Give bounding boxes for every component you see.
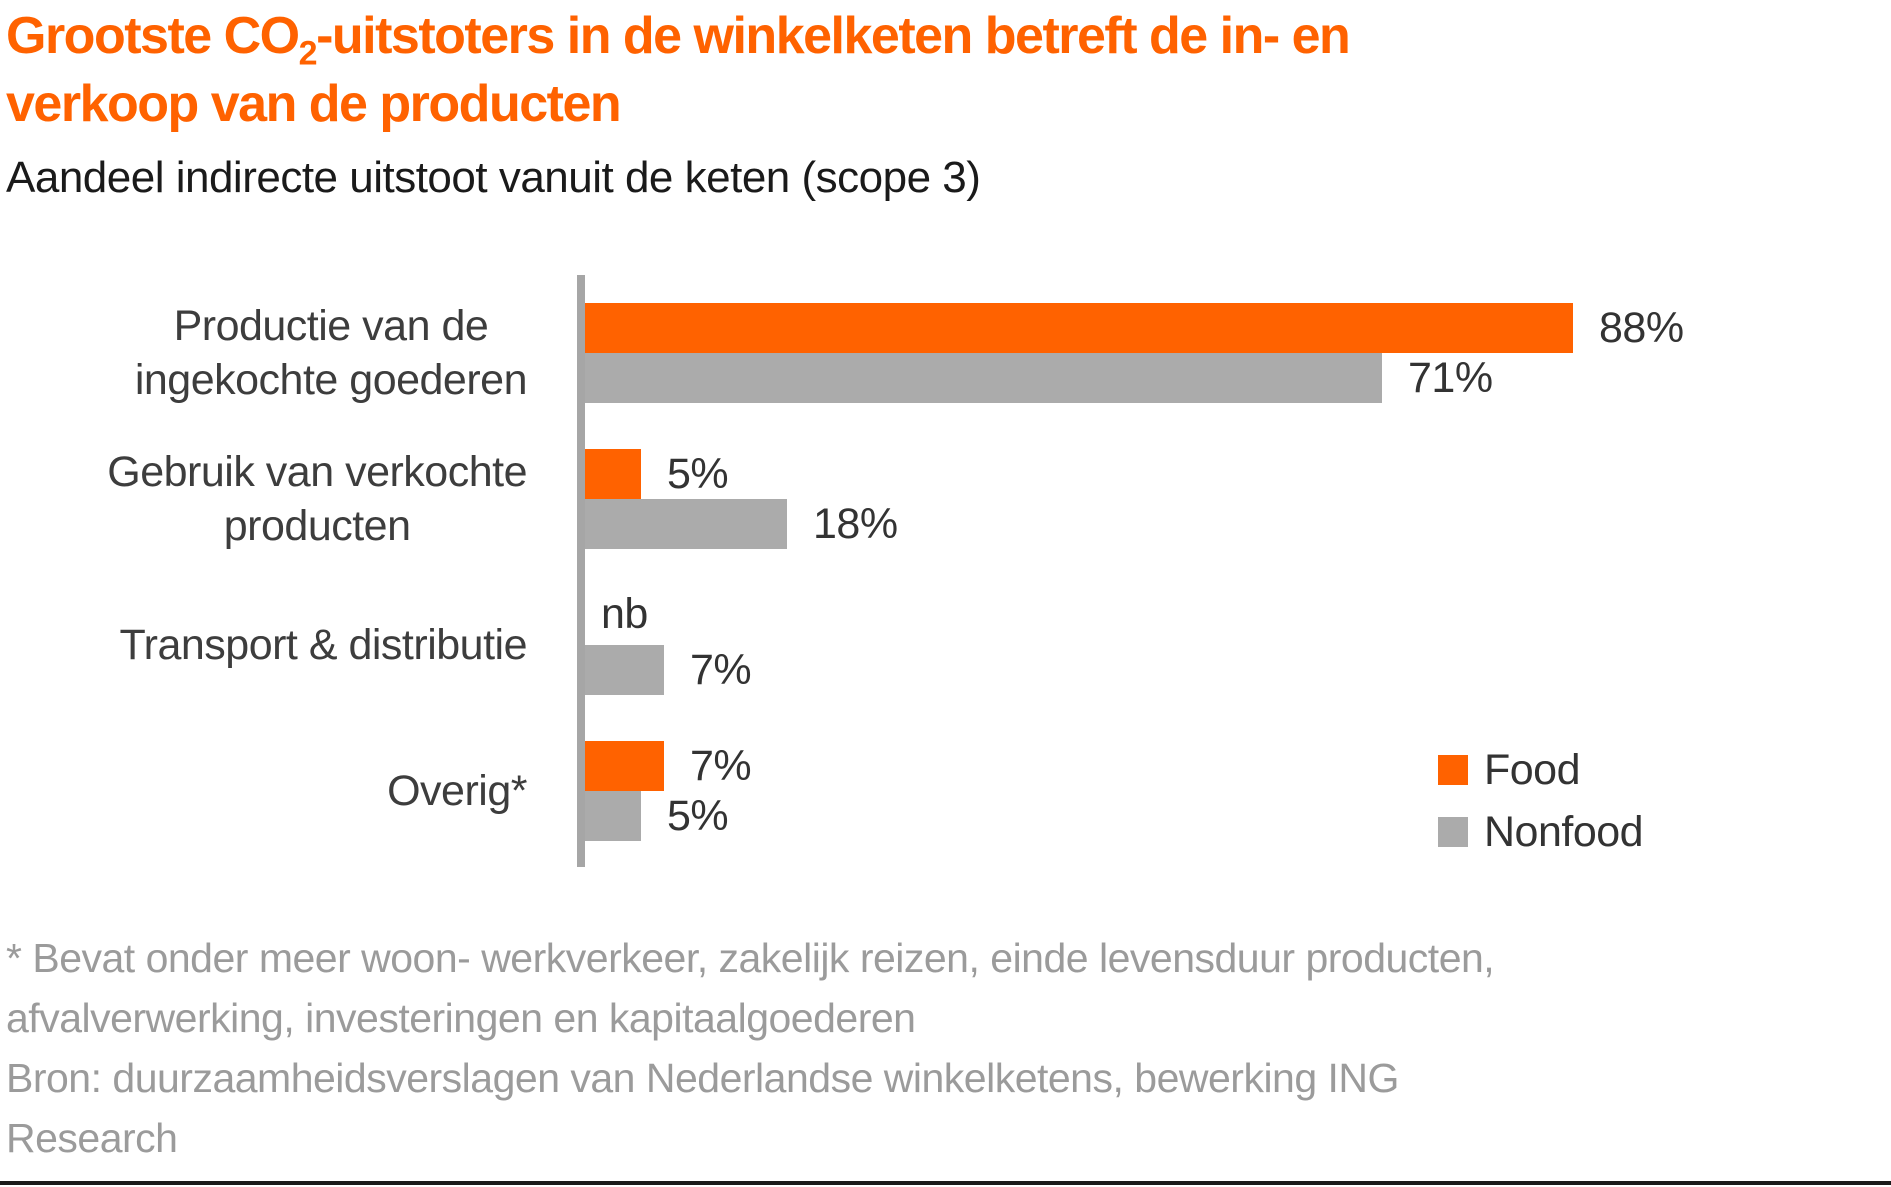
bar-food-1 — [585, 449, 641, 499]
category-label-0: Productie van de ingekochte goederen — [0, 302, 528, 404]
title-text-post: -uitstoters in de winkelketen betreft de… — [316, 7, 1351, 65]
bar-nonfood-1 — [585, 499, 787, 549]
category-label-3: Overig* — [0, 741, 527, 841]
category-label-text-3: Overig* — [387, 767, 527, 815]
bar-nonfood-3 — [585, 791, 641, 841]
category-label-2: Transport & distributie — [0, 595, 527, 695]
footnote-source-line-1: Bron: duurzaamheidsverslagen van Nederla… — [6, 1055, 1399, 1101]
footnotes: * Bevat onder meer woon- werkverkeer, za… — [6, 928, 1706, 1168]
bar-food-3 — [585, 741, 664, 791]
chart-title-line-2: verkoop van de producten — [6, 75, 622, 133]
chart-title-line-1: Grootste CO2-uitstoters in de winkelkete… — [6, 2, 1351, 73]
footnote-line-1: * Bevat onder meer woon- werkverkeer, za… — [6, 935, 1495, 981]
legend-swatch-food — [1438, 755, 1468, 785]
na-label-food-2: nb — [601, 590, 648, 638]
legend-label-food: Food — [1484, 746, 1581, 794]
title-text-pre: Grootste CO — [6, 7, 300, 65]
value-label-food-0: 88% — [1599, 304, 1684, 352]
bottom-rule — [0, 1181, 1891, 1185]
legend: Food Nonfood — [1438, 746, 1644, 876]
value-label-nonfood-1: 18% — [813, 500, 898, 548]
category-label-text-1: Gebruik van verkochte producten — [107, 448, 527, 550]
value-label-nonfood-0: 71% — [1408, 354, 1493, 402]
category-label-1: Gebruik van verkochte producten — [0, 448, 527, 550]
title-co2-subscript: 2 — [298, 34, 318, 73]
footnote-source-line-2: Research — [6, 1115, 178, 1161]
legend-item-food: Food — [1438, 746, 1643, 794]
value-label-food-1: 5% — [667, 450, 729, 498]
bar-food-0 — [585, 303, 1573, 353]
chart-title: Grootste CO2-uitstoters in de winkelkete… — [6, 2, 1351, 138]
legend-item-nonfood: Nonfood — [1438, 808, 1644, 856]
chart-subtitle: Aandeel indirecte uitstoot vanuit de ket… — [6, 153, 981, 202]
value-label-nonfood-3: 5% — [667, 792, 729, 840]
y-axis-line — [577, 275, 585, 867]
legend-label-nonfood: Nonfood — [1484, 808, 1644, 856]
bar-nonfood-0 — [585, 353, 1382, 403]
value-label-nonfood-2: 7% — [690, 646, 752, 694]
category-label-text-0: Productie van de ingekochte goederen — [134, 302, 528, 404]
footnote-line-2: afvalverwerking, investeringen en kapita… — [6, 995, 916, 1041]
category-label-text-2: Transport & distributie — [119, 621, 527, 669]
legend-swatch-nonfood — [1438, 817, 1468, 847]
bar-nonfood-2 — [585, 645, 664, 695]
value-label-food-3: 7% — [690, 742, 752, 790]
